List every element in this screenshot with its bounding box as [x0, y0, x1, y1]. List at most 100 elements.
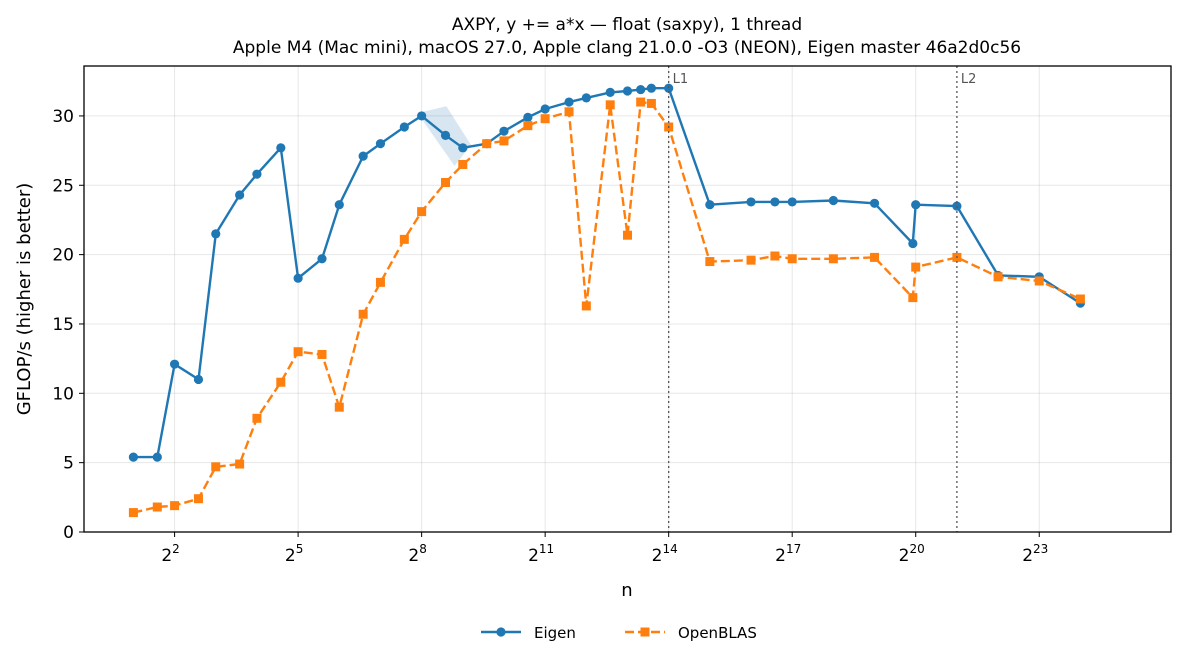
x-tick-label: 217 — [775, 542, 801, 566]
data-point — [417, 207, 427, 217]
data-point — [770, 197, 780, 207]
data-point — [358, 309, 368, 319]
cache-annotations: L1 L2 — [668, 66, 977, 532]
data-point — [317, 349, 327, 359]
data-point — [1075, 294, 1085, 304]
data-point — [458, 143, 468, 153]
data-point — [276, 143, 286, 153]
data-point — [908, 238, 918, 249]
data-point — [869, 198, 880, 208]
data-point — [911, 200, 921, 210]
x-tick-label: 223 — [1022, 542, 1048, 566]
data-point — [581, 301, 591, 311]
data-point — [499, 126, 509, 136]
legend: Eigen OpenBLAS — [481, 624, 757, 642]
data-point — [211, 462, 221, 472]
legend-label: OpenBLAS — [678, 624, 757, 642]
data-point — [564, 107, 574, 117]
data-point — [828, 254, 838, 264]
x-axis-ticks: 22 25 28 211 214 217 220 223 — [161, 532, 1048, 566]
data-point — [169, 359, 180, 369]
data-point — [440, 130, 451, 140]
plot-frame — [83, 65, 1172, 533]
data-point — [293, 347, 303, 357]
series-line — [133, 100, 1081, 514]
x-tick-label: 214 — [652, 542, 678, 566]
data-point — [746, 255, 756, 265]
data-point — [211, 229, 221, 239]
series-eigen — [128, 83, 1086, 462]
data-point — [746, 197, 756, 207]
cache-label-l1: L1 — [673, 72, 689, 87]
data-point — [564, 97, 574, 107]
data-point — [705, 257, 715, 267]
legend-item-openblas: OpenBLAS — [625, 624, 757, 642]
series-layer — [128, 83, 1086, 518]
y-axis-label: GFLOP/s (higher is better) — [14, 183, 35, 416]
series-line — [133, 86, 1082, 459]
data-point — [375, 277, 385, 287]
data-point — [152, 452, 162, 462]
data-point — [375, 139, 386, 149]
series-openblas — [128, 97, 1085, 518]
data-point — [636, 97, 646, 107]
data-point — [128, 452, 139, 462]
data-point — [911, 262, 921, 272]
data-point — [276, 377, 286, 387]
y-tick-label: 30 — [52, 107, 74, 127]
data-point — [664, 83, 674, 93]
data-point — [623, 230, 632, 240]
data-point — [193, 374, 204, 385]
y-tick-label: 20 — [52, 246, 74, 266]
y-tick-label: 0 — [63, 523, 74, 543]
grid — [84, 66, 1171, 533]
data-point — [441, 178, 451, 187]
x-tick-label: 25 — [285, 542, 303, 566]
data-point — [170, 501, 180, 511]
data-point — [334, 200, 344, 210]
data-point — [646, 83, 656, 93]
x-axis-label: n — [621, 580, 632, 601]
data-point — [787, 197, 797, 207]
legend-marker — [640, 627, 650, 637]
data-point — [399, 234, 409, 244]
chart-title: AXPY, y += a*x — float (saxpy), 1 thread — [452, 15, 802, 35]
data-point — [787, 254, 797, 264]
data-point — [770, 251, 780, 261]
data-point — [636, 84, 646, 95]
x-tick-label: 220 — [899, 542, 925, 566]
x-tick-label: 28 — [408, 542, 426, 566]
data-point — [705, 200, 715, 210]
data-point — [540, 104, 550, 114]
data-point — [870, 252, 880, 262]
data-point — [482, 139, 492, 149]
data-point — [1034, 276, 1044, 286]
y-axis-ticks: 0 5 10 15 20 25 30 — [52, 107, 84, 543]
data-point — [252, 413, 262, 423]
data-point — [605, 87, 615, 97]
data-point — [499, 136, 509, 146]
data-point — [334, 402, 344, 412]
cache-label-l2: L2 — [961, 72, 977, 87]
data-point — [252, 169, 262, 179]
data-point — [540, 114, 550, 124]
data-point — [523, 112, 533, 122]
data-point — [235, 459, 245, 469]
data-point — [523, 121, 533, 131]
data-point — [399, 122, 409, 132]
legend-label: Eigen — [534, 624, 576, 642]
y-tick-label: 25 — [52, 176, 74, 196]
chart-subtitle: Apple M4 (Mac mini), macOS 27.0, Apple c… — [233, 38, 1021, 58]
data-point — [193, 494, 203, 504]
data-point — [605, 100, 615, 110]
data-point — [235, 190, 245, 200]
data-point — [908, 293, 918, 303]
data-point — [417, 111, 427, 121]
data-point — [622, 86, 633, 96]
x-tick-label: 211 — [528, 542, 554, 566]
legend-marker — [496, 627, 506, 637]
data-point — [293, 273, 303, 283]
data-point — [152, 502, 162, 512]
data-point — [993, 272, 1003, 282]
